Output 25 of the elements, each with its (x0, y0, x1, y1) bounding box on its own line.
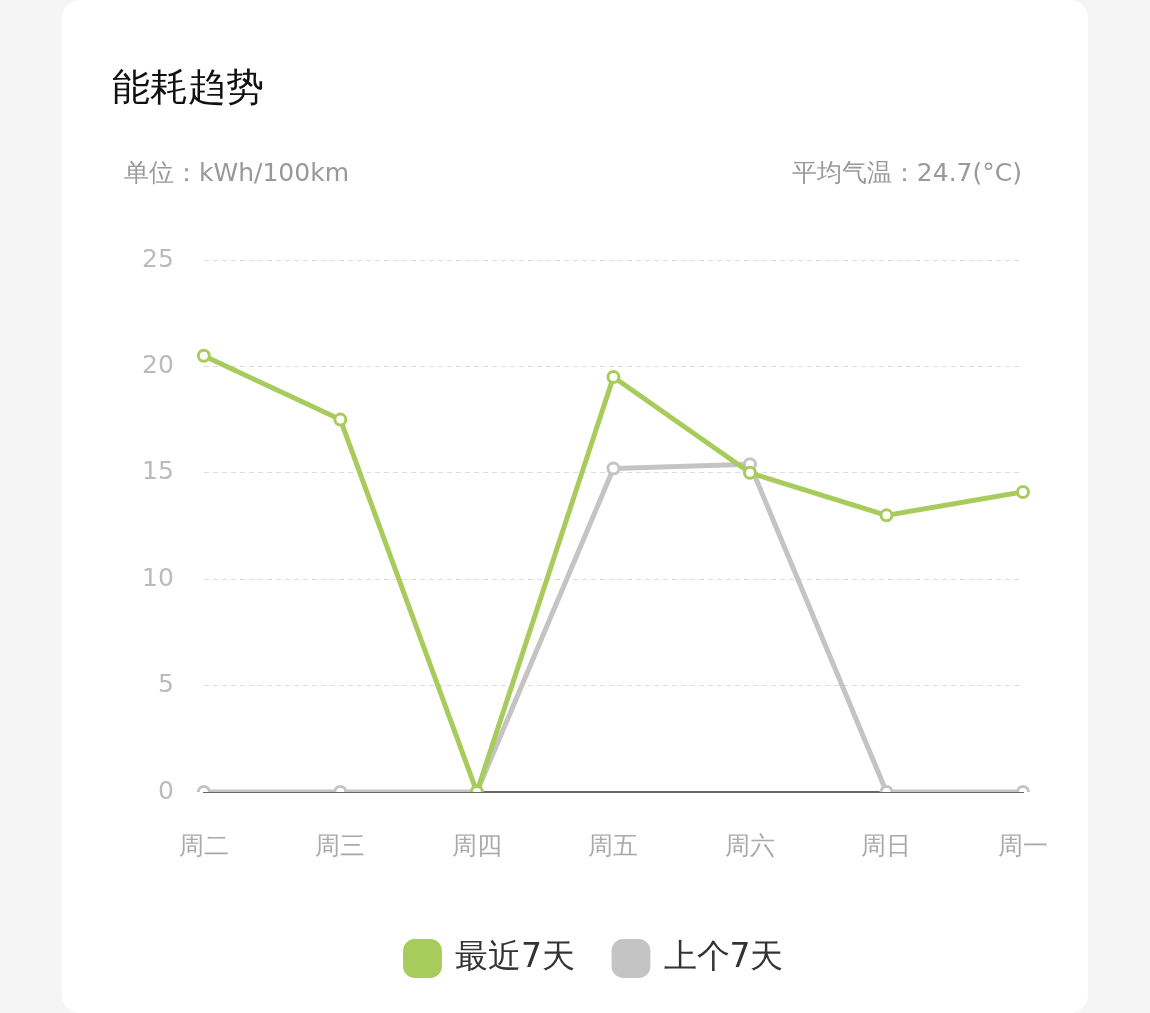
point (333, 412, 348, 427)
point (879, 508, 894, 523)
x-tick-label: 周二 (178, 830, 229, 860)
y-tick-label: 0 (157, 775, 174, 805)
y-tick-label: 25 (142, 243, 174, 273)
point (196, 348, 211, 363)
x-tick-label: 周五 (588, 830, 639, 860)
y-tick-label: 10 (142, 562, 174, 592)
point (606, 461, 621, 476)
text: 平均气温：24.7(°C) (791, 157, 1022, 189)
y-tick-label: 20 (142, 349, 174, 379)
y-tick-label: 15 (142, 456, 174, 486)
x-tick-label: 周六 (724, 830, 775, 860)
point (742, 465, 757, 480)
x-tick-label: 周四 (451, 830, 502, 860)
point (606, 370, 621, 385)
x-tick-label: 周三 (315, 830, 366, 860)
x-tick-label: 周日 (861, 830, 912, 860)
x-tick-label: 周一 (998, 830, 1048, 860)
legend-label: 上个7天 (663, 936, 784, 976)
legend-label: 最近7天 (455, 936, 575, 976)
chart-subtitle: 单位：kWh/100km (124, 157, 350, 189)
y-tick-label: 5 (157, 669, 174, 699)
chart-title: 能耗趋势 (112, 64, 264, 111)
point (1016, 484, 1030, 499)
